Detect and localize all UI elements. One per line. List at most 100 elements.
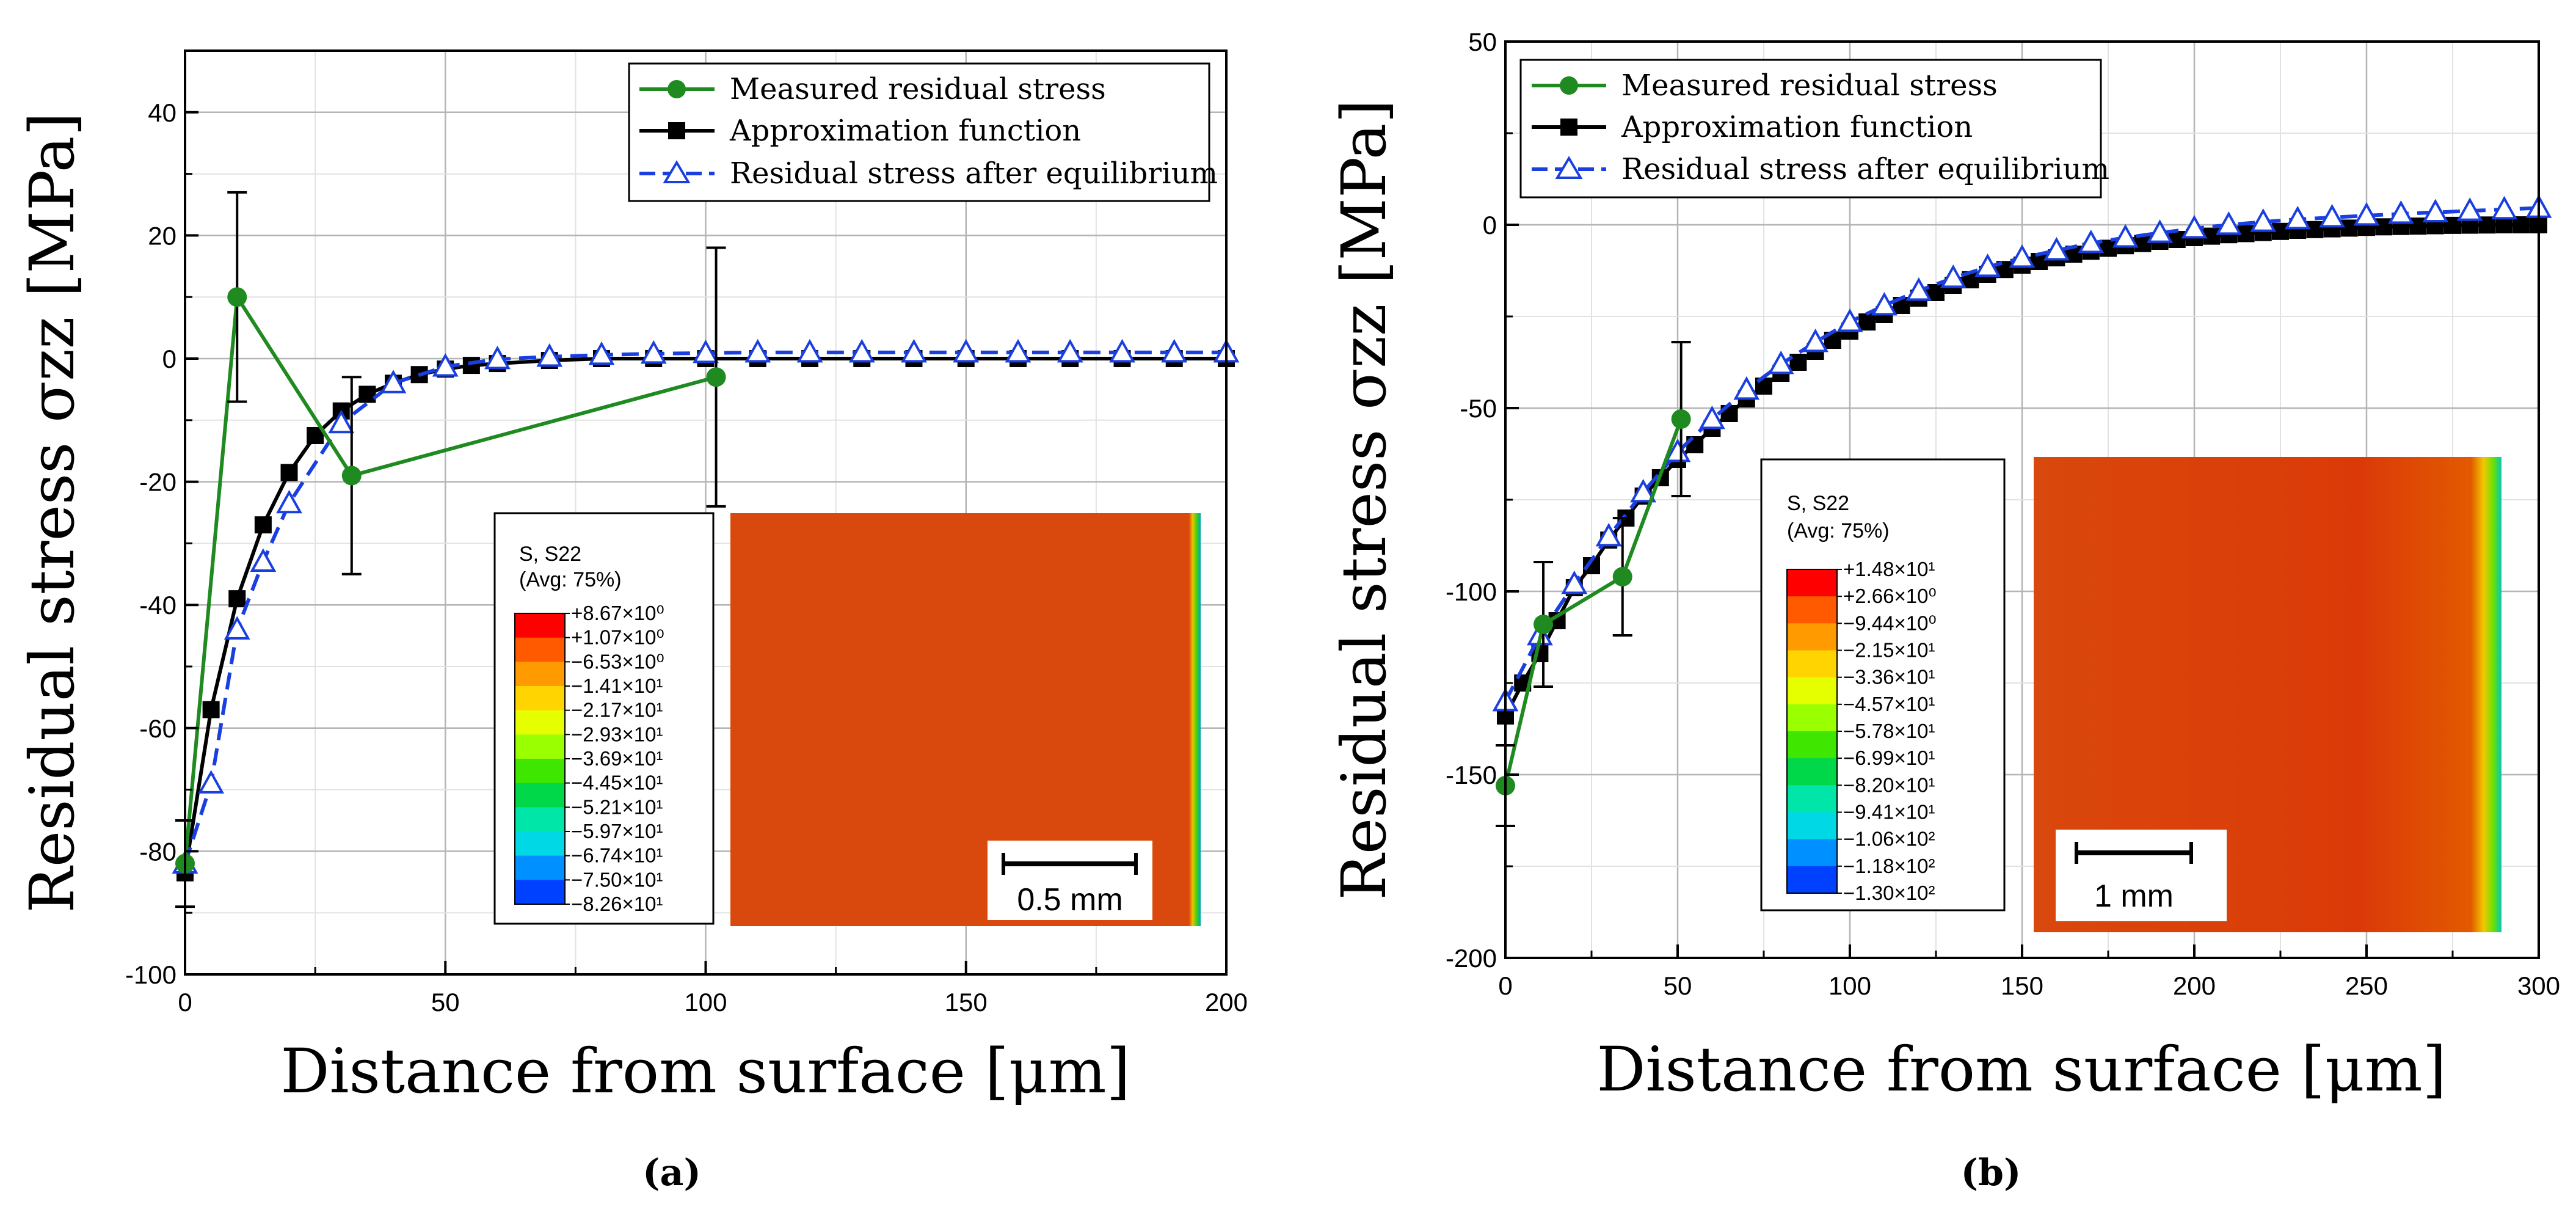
colorbar-segment-a <box>515 613 565 638</box>
equilibrium-point-a <box>901 338 927 363</box>
scale-bar-label-b: 1 mm <box>2094 878 2174 914</box>
equilibrium-point-b <box>2319 203 2345 228</box>
colorbar-label-a: +1.07×10⁰ <box>571 626 664 649</box>
equilibrium-point-b <box>1871 291 1897 316</box>
scale-bar-box-b <box>2056 830 2227 921</box>
series-line-circle-a <box>183 291 717 864</box>
colorbar-segment-a <box>515 855 565 881</box>
equilibrium-point-a <box>693 339 719 363</box>
legend-a: Measured residual stress Approximation f… <box>628 62 1218 202</box>
colorbar-label-b: −4.57×10¹ <box>1843 693 1935 715</box>
colorbar-segment-a <box>515 710 565 736</box>
equilibrium-point-b <box>2216 211 2242 235</box>
equilibrium-point-b <box>2112 224 2139 248</box>
approximation-point-b <box>1789 354 1807 371</box>
y-tick-label-b: -150 <box>1446 761 1497 789</box>
y-tick-label-a: -60 <box>139 714 176 743</box>
x-tick-label-b: 300 <box>2517 971 2560 1000</box>
colorbar-label-b: +2.66×10⁰ <box>1843 585 1937 607</box>
measured-point-b <box>1534 615 1554 634</box>
equilibrium-point-b <box>2456 197 2483 221</box>
equilibrium-point-b <box>2181 214 2208 239</box>
equilibrium-point-b <box>1940 264 1967 288</box>
legend-label-measured-a: Measured residual stress <box>730 72 1106 106</box>
colorbar-label-b: −1.30×10² <box>1843 882 1935 904</box>
caption-b: (b) <box>1961 1152 2021 1194</box>
equilibrium-point-a <box>1109 338 1135 363</box>
x-tick-label-b: 150 <box>2001 971 2043 1000</box>
colorbar-segment-a <box>515 759 565 784</box>
colorbar-segment-b <box>1787 569 1837 597</box>
equilibrium-point-a <box>198 770 225 794</box>
equilibrium-point-a <box>432 352 459 377</box>
colorbar-segment-b <box>1787 623 1837 651</box>
colorbar-subtitle-b: (Avg: 75%) <box>1787 519 1890 542</box>
equilibrium-point-a <box>536 343 563 367</box>
x-tick-label-b: 50 <box>1664 971 1692 1000</box>
equilibrium-point-a <box>953 338 980 363</box>
panel-a: 0 50 100 150 200 -100 -80 -60 -40 -20 0 20 40 Distan… <box>16 49 1248 1194</box>
approximation-point-a <box>228 590 246 608</box>
colorbar-label-a: −5.97×10¹ <box>571 820 663 842</box>
fem-inset-b: S, S22 (Avg: 75%) +1.48×10¹ +2.66×10⁰ −9.4… <box>1760 457 2501 932</box>
colorbar-segment-b <box>1787 731 1837 759</box>
colorbar-label-a: −5.21×10¹ <box>571 795 663 818</box>
colorbar-segment-b <box>1787 596 1837 624</box>
legend-marker-measured-b <box>1560 76 1578 95</box>
equilibrium-point-b <box>2422 199 2449 222</box>
legend-label-equilibrium-b: Residual stress after equilibrium <box>1621 152 2109 186</box>
colorbar-title-a: S, S22 <box>519 542 581 566</box>
legend-marker-equilibrium-a <box>663 160 691 183</box>
equilibrium-point-b <box>1905 277 1932 301</box>
equilibrium-point-a <box>380 370 407 393</box>
colorbar-label-a: −2.17×10¹ <box>571 699 663 721</box>
y-tick-label-a: 20 <box>148 221 176 250</box>
colorbar-label-b: −2.15×10¹ <box>1843 639 1935 662</box>
colorbar-label-a: −1.41×10¹ <box>571 674 663 697</box>
colorbar-label-b: +1.48×10¹ <box>1843 558 1935 580</box>
y-tick-label-a: 40 <box>148 98 176 127</box>
legend-label-measured-b: Measured residual stress <box>1621 68 1998 103</box>
y-tick-label-b: -100 <box>1446 577 1497 606</box>
equilibrium-point-a <box>640 340 667 364</box>
colorbar-label-b: −3.36×10¹ <box>1843 666 1935 689</box>
axis-ticks-b: 0 50 100 150 200 250 300 -200 -150 -100 -50 0 50 <box>1446 27 2560 1000</box>
legend-label-approx-a: Approximation function <box>729 114 1081 148</box>
x-tick-label-b: 100 <box>1828 971 1871 1000</box>
legend-marker-equilibrium-b <box>1555 156 1583 179</box>
approximation-point-a <box>280 464 298 481</box>
x-axis-label-b: Distance from surface [μm] <box>1596 1034 2446 1105</box>
series-line-circle-b <box>1504 418 1683 786</box>
equilibrium-point-b <box>2250 208 2277 232</box>
colorbar-label-b: −5.78×10¹ <box>1843 720 1935 742</box>
axis-ticks-a: 0 50 100 150 200 -100 -80 -60 -40 -20 0 20 40 <box>125 98 1248 1017</box>
equilibrium-point-b <box>2388 200 2414 224</box>
colorbar-segment-a <box>515 662 565 687</box>
colorbar-segment-b <box>1787 785 1837 813</box>
scale-bar-box-a <box>988 841 1152 920</box>
legend-marker-approx-b <box>1560 119 1577 136</box>
colorbar-segment-b <box>1787 650 1837 678</box>
colorbar-label-b: −9.41×10¹ <box>1843 801 1935 824</box>
equilibrium-point-a <box>250 548 277 572</box>
equilibrium-point-b <box>1802 328 1828 352</box>
x-tick-label-b: 0 <box>1498 971 1512 1000</box>
y-tick-label-b: -200 <box>1446 944 1497 973</box>
equilibrium-point-a <box>1057 338 1083 363</box>
colorbar-label-a: −2.93×10¹ <box>571 723 663 745</box>
approximation-point-b <box>1686 436 1704 453</box>
colorbar-segment-b <box>1787 677 1837 705</box>
colorbar-label-a: −6.74×10¹ <box>571 844 663 867</box>
colorbar-segment-a <box>515 880 565 905</box>
y-tick-label-a: -40 <box>139 591 176 619</box>
y-tick-label-b: 0 <box>1483 211 1497 239</box>
approximation-point-a <box>254 516 272 534</box>
legend-marker-measured-a <box>668 80 686 98</box>
equilibrium-point-a <box>276 489 302 514</box>
equilibrium-point-a <box>744 338 771 363</box>
equilibrium-point-b <box>2491 195 2517 220</box>
y-tick-label-a: -100 <box>125 960 176 989</box>
equilibrium-point-b <box>1561 570 1588 594</box>
y-axis-label-a: Residual stress σzz [MPa] <box>16 112 88 913</box>
